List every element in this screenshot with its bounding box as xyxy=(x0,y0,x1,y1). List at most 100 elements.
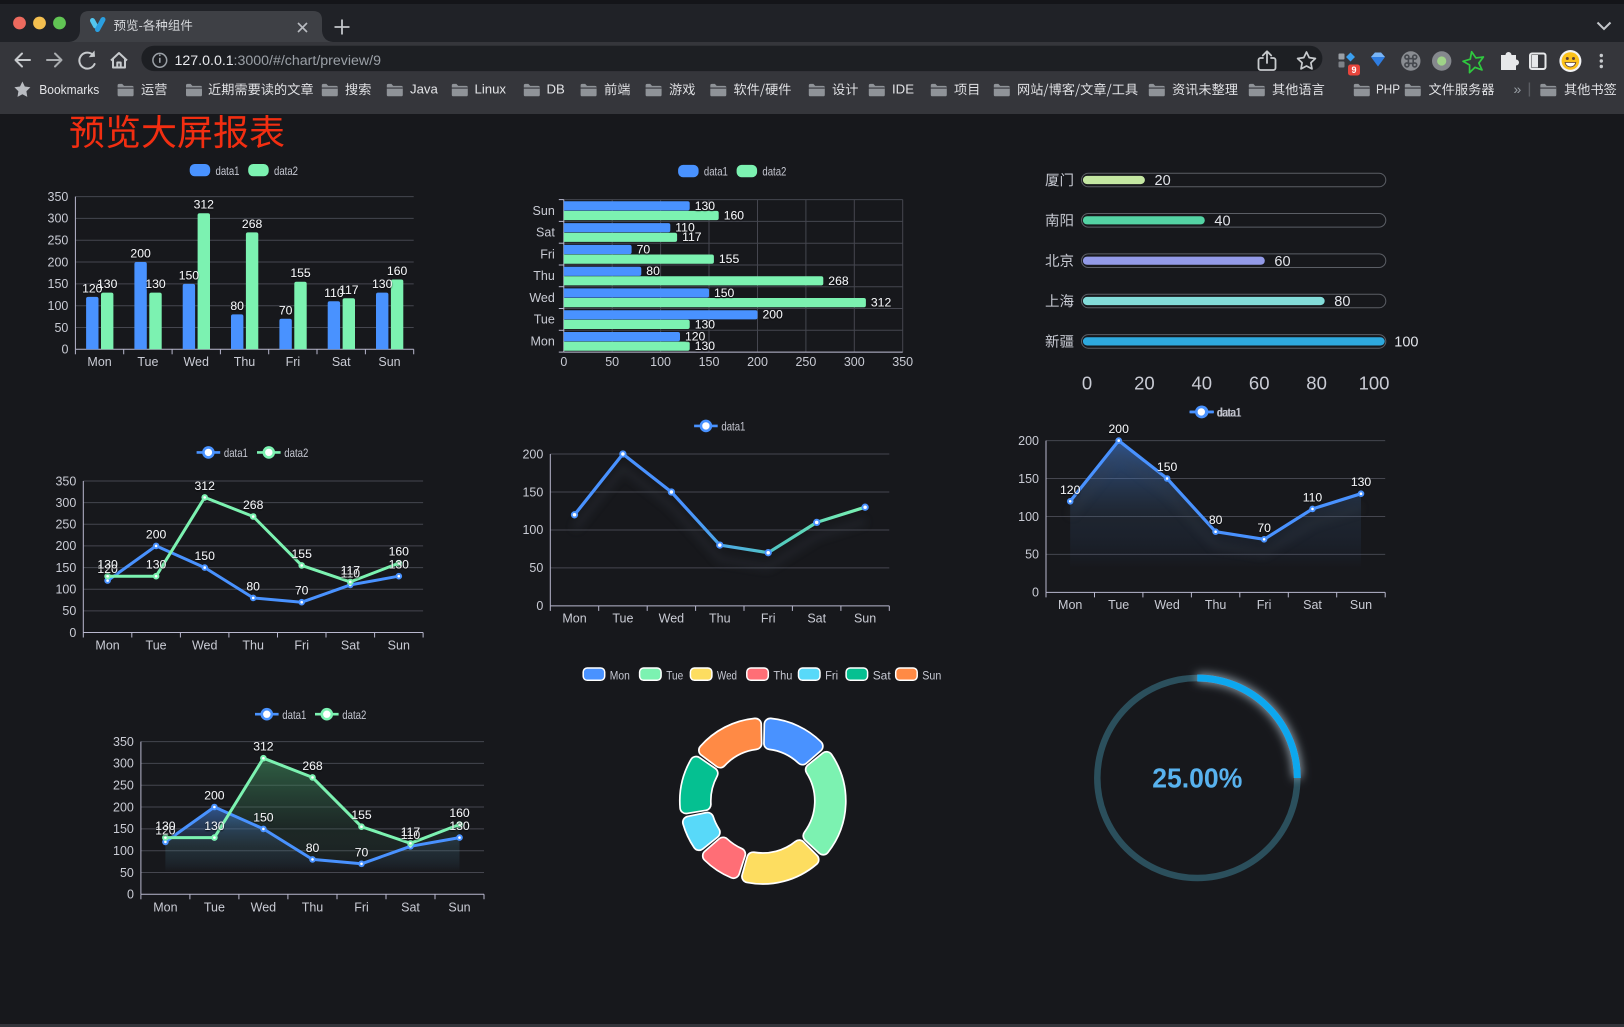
svg-text:Mon: Mon xyxy=(562,612,586,626)
svg-text:120: 120 xyxy=(155,823,176,837)
svg-text:200: 200 xyxy=(747,355,768,369)
svg-text:data1: data1 xyxy=(224,446,248,460)
svg-text:25.00%: 25.00% xyxy=(1152,763,1242,794)
svg-text:80: 80 xyxy=(1334,294,1350,310)
svg-text:100: 100 xyxy=(55,583,76,597)
svg-text:50: 50 xyxy=(1025,548,1039,562)
svg-text:Linux: Linux xyxy=(475,82,507,97)
svg-text:80: 80 xyxy=(306,841,320,855)
svg-text:312: 312 xyxy=(871,296,892,310)
svg-text:268: 268 xyxy=(243,498,264,512)
svg-text:160: 160 xyxy=(724,208,745,222)
svg-text:117: 117 xyxy=(682,230,702,244)
svg-text:312: 312 xyxy=(253,740,274,754)
svg-text:200: 200 xyxy=(763,308,784,322)
svg-text:Thu: Thu xyxy=(773,668,792,682)
svg-text:250: 250 xyxy=(48,234,69,248)
svg-text:110: 110 xyxy=(341,566,361,580)
svg-text:150: 150 xyxy=(113,822,134,836)
svg-text:0: 0 xyxy=(536,599,543,613)
svg-text:Sat: Sat xyxy=(807,612,826,626)
svg-text:Wed: Wed xyxy=(251,900,277,914)
svg-text:110: 110 xyxy=(401,828,421,842)
svg-text:155: 155 xyxy=(351,808,372,822)
svg-text:Thu: Thu xyxy=(709,612,731,626)
svg-text:Sun: Sun xyxy=(922,668,941,682)
svg-text:110: 110 xyxy=(324,286,344,300)
svg-text:Mon: Mon xyxy=(610,668,630,682)
svg-text:Sat: Sat xyxy=(401,900,420,914)
svg-text:100: 100 xyxy=(48,299,69,313)
svg-text:Tue: Tue xyxy=(204,900,225,914)
svg-text:Mon: Mon xyxy=(1058,598,1082,612)
svg-text:312: 312 xyxy=(194,198,215,212)
svg-text:Thu: Thu xyxy=(234,355,256,369)
svg-text:117: 117 xyxy=(401,825,421,839)
svg-text:200: 200 xyxy=(48,255,69,269)
svg-text:Wed: Wed xyxy=(192,639,218,653)
svg-text:70: 70 xyxy=(279,303,293,317)
svg-text:200: 200 xyxy=(522,447,543,461)
svg-text:Fri: Fri xyxy=(354,900,369,914)
svg-text:100: 100 xyxy=(113,844,134,858)
svg-text:350: 350 xyxy=(48,190,69,204)
svg-text:Mon: Mon xyxy=(153,900,177,914)
svg-text:Mon: Mon xyxy=(95,639,119,653)
svg-text:Sun: Sun xyxy=(533,204,555,218)
svg-text:200: 200 xyxy=(130,247,151,261)
svg-text:268: 268 xyxy=(828,274,849,288)
svg-text:268: 268 xyxy=(242,217,263,231)
svg-text:Sat: Sat xyxy=(536,226,555,240)
svg-text:9: 9 xyxy=(1351,65,1356,75)
svg-text:117: 117 xyxy=(339,283,359,297)
svg-text:300: 300 xyxy=(844,355,865,369)
svg-text:50: 50 xyxy=(605,355,619,369)
svg-text:80: 80 xyxy=(1306,372,1327,393)
svg-text:data1: data1 xyxy=(282,708,306,722)
svg-text:Fri: Fri xyxy=(294,639,309,653)
svg-text:70: 70 xyxy=(637,242,651,256)
svg-text:150: 150 xyxy=(1157,460,1178,474)
svg-text:Wed: Wed xyxy=(659,612,685,626)
svg-text:200: 200 xyxy=(55,539,76,553)
svg-text:Thu: Thu xyxy=(242,639,264,653)
svg-text:130: 130 xyxy=(372,277,393,291)
svg-text:DB: DB xyxy=(547,82,566,97)
svg-text:data2: data2 xyxy=(274,164,298,178)
svg-text:Fri: Fri xyxy=(540,247,555,261)
svg-text:Bookmarks: Bookmarks xyxy=(39,82,99,97)
svg-text:350: 350 xyxy=(113,735,134,749)
svg-text:data1: data1 xyxy=(1217,406,1241,420)
svg-text:100: 100 xyxy=(522,523,543,537)
svg-text:120: 120 xyxy=(82,281,103,295)
svg-text:130: 130 xyxy=(695,317,716,331)
svg-text:Tue: Tue xyxy=(1108,598,1129,612)
svg-text:Thu: Thu xyxy=(302,900,324,914)
svg-text:150: 150 xyxy=(55,561,76,575)
svg-text:Sun: Sun xyxy=(854,612,876,626)
svg-text:Fri: Fri xyxy=(286,355,301,369)
svg-text:130: 130 xyxy=(449,819,470,833)
svg-text:80: 80 xyxy=(230,299,244,313)
svg-text:100: 100 xyxy=(650,355,671,369)
svg-text:0: 0 xyxy=(69,626,76,640)
svg-text:Mon: Mon xyxy=(87,355,111,369)
svg-text:Sun: Sun xyxy=(388,639,410,653)
svg-text:120: 120 xyxy=(1060,483,1081,497)
svg-text:200: 200 xyxy=(1109,422,1130,436)
svg-text:100: 100 xyxy=(1018,510,1039,524)
svg-text:312: 312 xyxy=(195,479,216,493)
svg-text:50: 50 xyxy=(62,604,76,618)
svg-text:150: 150 xyxy=(179,268,200,282)
svg-text:150: 150 xyxy=(195,549,216,563)
svg-text:250: 250 xyxy=(795,355,816,369)
svg-text:100: 100 xyxy=(1359,372,1390,393)
svg-text:150: 150 xyxy=(714,286,735,300)
svg-text:Tue: Tue xyxy=(146,639,167,653)
svg-text:130: 130 xyxy=(155,819,176,833)
svg-text:100: 100 xyxy=(1394,335,1418,351)
svg-text:40: 40 xyxy=(1214,214,1230,230)
svg-text:0: 0 xyxy=(560,355,567,369)
svg-text:130: 130 xyxy=(146,558,167,572)
svg-text:110: 110 xyxy=(1303,490,1323,504)
